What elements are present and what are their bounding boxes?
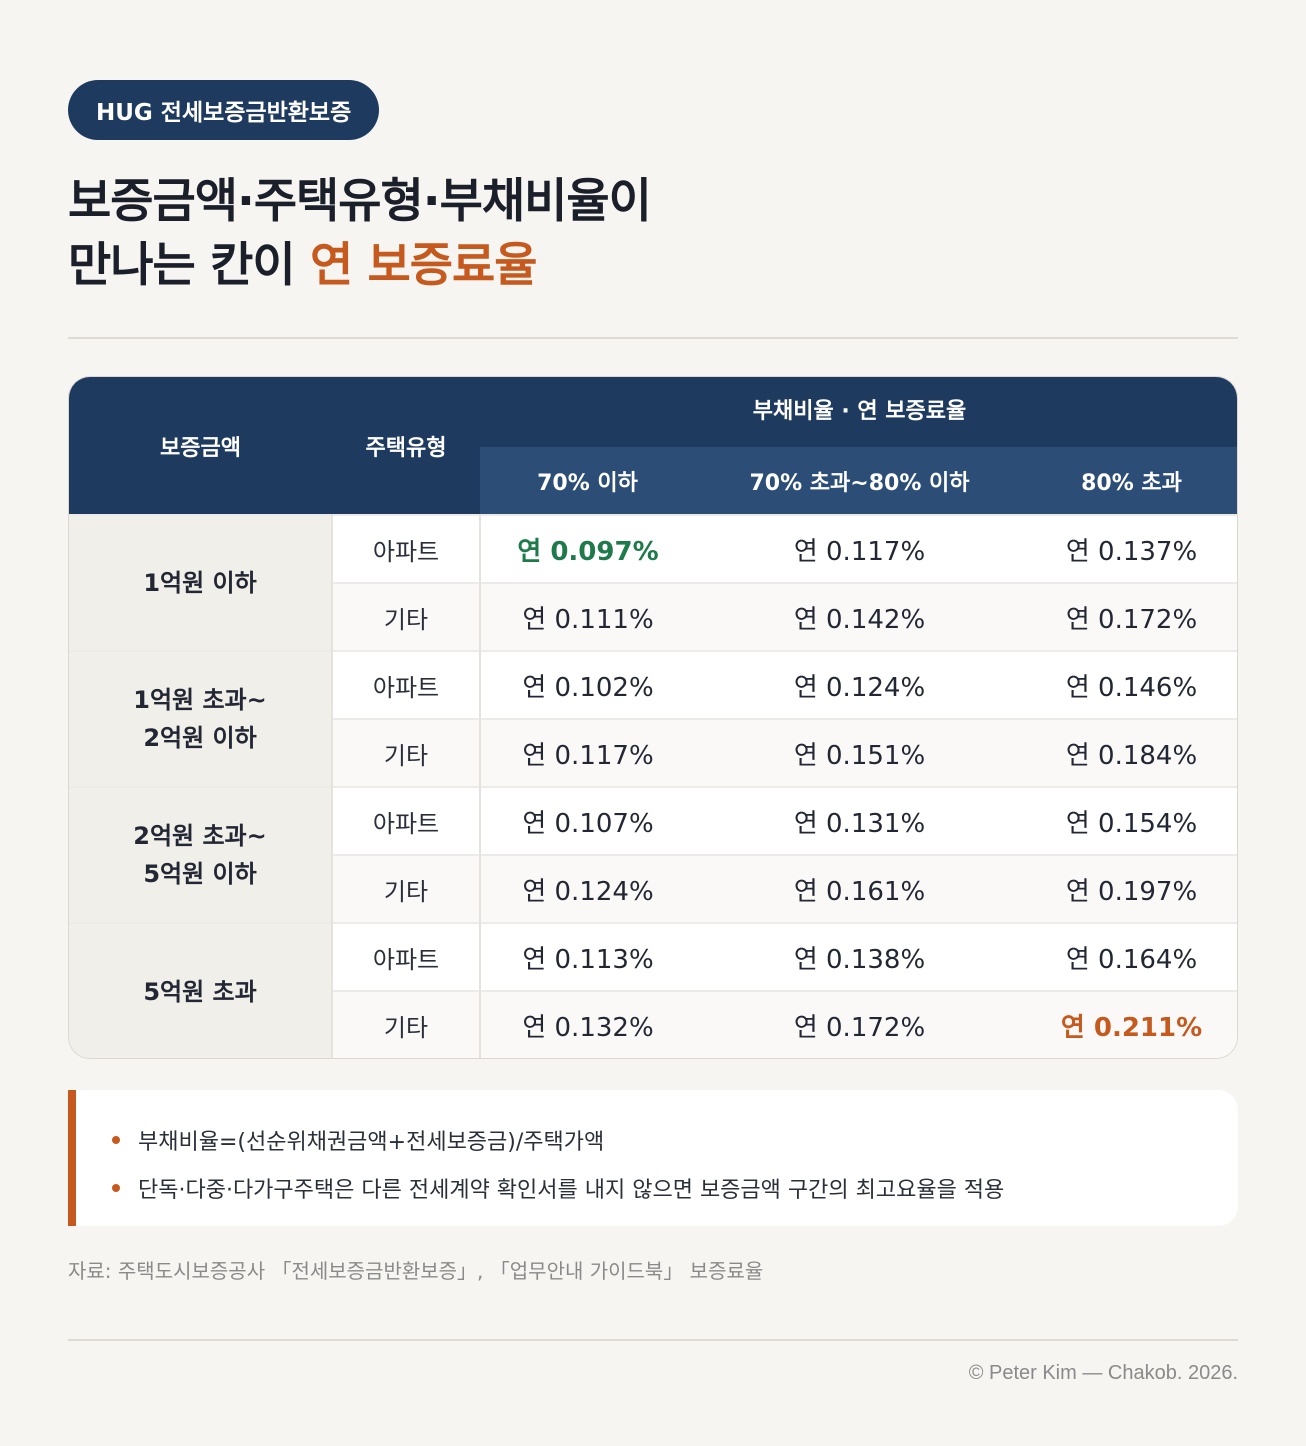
amount-cell: 2억원 초과~ 5억원 이하 — [69, 786, 333, 923]
type-cell: 아파트 — [332, 650, 481, 719]
note-text: 단독·다중·다가구주택은 다른 전세계약 확인서를 내지 않으면 보증금액 구간… — [138, 1178, 1005, 1203]
rate-cell: 연 0.164% — [1024, 922, 1237, 991]
rate-cell: 연 0.172% — [695, 990, 1024, 1058]
rate-table-card: 보증금액 주택유형 부채비율 · 연 보증료율 70% 이하 70% 초과~80… — [68, 376, 1238, 1059]
header-type: 주택유형 — [332, 377, 480, 515]
rate-cell: 연 0.151% — [695, 718, 1024, 787]
rate-cell: 연 0.132% — [480, 990, 695, 1058]
title-line-2-prefix: 만나는 칸이 — [68, 238, 310, 293]
rate-cell: 연 0.154% — [1024, 786, 1237, 855]
rate-cell: 연 0.184% — [1024, 718, 1237, 787]
header-amount: 보증금액 — [69, 377, 332, 515]
header-col-3: 80% 초과 — [1024, 447, 1237, 515]
note-text: 부채비율=(선순위채권금액+전세보증금)/주택가액 — [138, 1130, 605, 1155]
rate-cell: 연 0.102% — [480, 650, 695, 719]
note-item: 부채비율=(선순위채권금액+전세보증금)/주택가액 — [112, 1116, 1238, 1164]
amount-label: 5억원 이하 — [143, 860, 257, 888]
page-title: 보증금액·주택유형·부채비율이 만나는 칸이 연 보증료율 — [68, 170, 652, 298]
amount-cell: 1억원 이하 — [69, 514, 333, 651]
table-row: 기타 연 0.111% 연 0.142% 연 0.172% — [69, 582, 1237, 651]
source-note: 자료: 주택도시보증공사 「전세보증금반환보증」, 「업무안내 가이드북」 보증… — [68, 1259, 764, 1283]
type-cell: 아파트 — [332, 514, 481, 583]
type-cell: 아파트 — [332, 786, 481, 855]
rate-cell: 연 0.172% — [1024, 582, 1237, 651]
amount-cell: 1억원 초과~ 2억원 이하 — [69, 650, 333, 787]
rate-cell: 연 0.161% — [695, 854, 1024, 923]
amount-label: 2억원 초과~ — [133, 822, 267, 850]
rate-cell: 연 0.124% — [480, 854, 695, 923]
amount-label: 1억원 이하 — [143, 569, 257, 597]
title-line-1: 보증금액·주택유형·부채비율이 — [68, 174, 652, 229]
bullet-icon — [112, 1136, 120, 1144]
rate-cell: 연 0.124% — [695, 650, 1024, 719]
amount-label: 5억원 초과 — [143, 977, 257, 1006]
table-row: 기타 연 0.124% 연 0.161% 연 0.197% — [69, 854, 1237, 923]
type-cell: 기타 — [332, 582, 481, 651]
table-row: 2억원 초과~ 5억원 이하 아파트 연 0.107% 연 0.131% 연 0… — [69, 786, 1237, 923]
table-row: 기타 연 0.117% 연 0.151% 연 0.184% — [69, 718, 1237, 787]
copyright-credit: © Peter Kim — Chakob. 2026. — [968, 1362, 1238, 1384]
rate-cell: 연 0.138% — [695, 922, 1024, 991]
type-cell: 기타 — [332, 990, 481, 1058]
rate-cell: 연 0.146% — [1024, 650, 1237, 719]
bullet-icon — [112, 1184, 120, 1192]
table-row: 1억원 이하 아파트 연 0.097% 연 0.117% 연 0.137% — [69, 514, 1237, 651]
header-debt-ratio-group: 부채비율 · 연 보증료율 — [480, 377, 1237, 447]
category-badge: HUG 전세보증금반환보증 — [68, 80, 380, 140]
rate-cell: 연 0.117% — [480, 718, 695, 787]
rate-cell: 연 0.107% — [480, 786, 695, 855]
rate-cell: 연 0.111% — [480, 582, 695, 651]
title-line-2: 만나는 칸이 연 보증료율 — [68, 234, 651, 298]
type-cell: 아파트 — [332, 922, 481, 991]
amount-label: 1억원 초과~ — [133, 686, 267, 714]
rate-cell: 연 0.197% — [1024, 854, 1237, 923]
rate-table: 보증금액 주택유형 부채비율 · 연 보증료율 70% 이하 70% 초과~80… — [69, 377, 1237, 1058]
type-cell: 기타 — [332, 718, 481, 787]
bottom-divider — [68, 1339, 1238, 1341]
header-col-1: 70% 이하 — [480, 447, 695, 515]
notes-box: 부채비율=(선순위채권금액+전세보증금)/주택가액 단독·다중·다가구주택은 다… — [68, 1090, 1238, 1226]
rate-cell: 연 0.131% — [695, 786, 1024, 855]
rate-cell: 연 0.142% — [695, 582, 1024, 651]
amount-cell: 5억원 초과 — [69, 922, 333, 1058]
note-item: 단독·다중·다가구주택은 다른 전세계약 확인서를 내지 않으면 보증금액 구간… — [112, 1164, 1238, 1212]
table-row: 5억원 초과 아파트 연 0.113% 연 0.138% 연 0.164% — [69, 922, 1237, 1058]
rate-cell: 연 0.117% — [695, 514, 1024, 583]
title-accent: 연 보증료율 — [309, 238, 538, 293]
rate-cell-lowest: 연 0.097% — [480, 514, 695, 583]
rate-cell-highest: 연 0.211% — [1024, 990, 1237, 1058]
top-divider — [68, 337, 1238, 339]
table-row: 1억원 초과~ 2억원 이하 아파트 연 0.102% 연 0.124% 연 0… — [69, 650, 1237, 787]
header-col-2: 70% 초과~80% 이하 — [695, 447, 1024, 515]
amount-label: 2억원 이하 — [143, 724, 257, 752]
rate-cell: 연 0.113% — [480, 922, 695, 991]
type-cell: 기타 — [332, 854, 481, 923]
rate-cell: 연 0.137% — [1024, 514, 1237, 583]
table-row: 기타 연 0.132% 연 0.172% 연 0.211% — [69, 990, 1237, 1058]
